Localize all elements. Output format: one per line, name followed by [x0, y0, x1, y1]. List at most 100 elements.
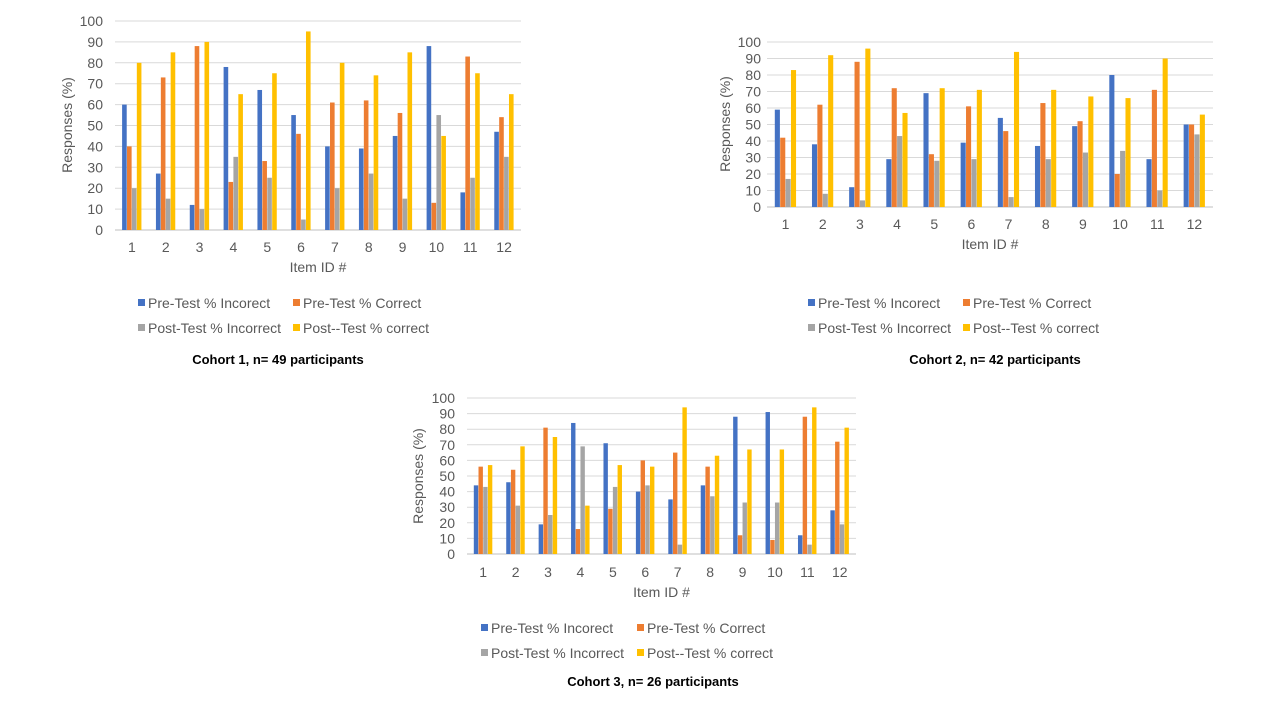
y-tick-label: 70	[439, 437, 455, 453]
bar	[122, 104, 127, 230]
y-tick-label: 100	[80, 13, 104, 29]
x-tick-label: 5	[263, 239, 271, 255]
y-tick-label: 70	[87, 76, 103, 92]
bar	[155, 173, 161, 230]
legend-label: Pre-Test % Correct	[647, 620, 765, 636]
bar	[1003, 131, 1009, 207]
bar	[886, 159, 892, 207]
bar	[765, 412, 770, 554]
bar	[714, 455, 720, 554]
bar	[705, 466, 710, 554]
bar	[971, 159, 977, 207]
legend-entry: Pre-Test % Incorect	[481, 620, 613, 636]
bar	[170, 52, 176, 230]
bar	[1120, 150, 1126, 207]
bar	[785, 178, 791, 207]
legend-entry: Post-Test % Incorrect	[481, 645, 624, 661]
x-axis-title: Item ID #	[962, 236, 1019, 252]
bar	[774, 109, 780, 207]
y-tick-label: 50	[745, 117, 761, 133]
bar	[939, 88, 945, 207]
bar	[426, 46, 432, 230]
bar	[1072, 126, 1078, 207]
y-tick-label: 90	[439, 406, 455, 422]
x-tick-label: 4	[230, 239, 238, 255]
legend-label: Post-Test % Incorrect	[148, 320, 281, 336]
bar	[960, 142, 966, 207]
bar	[668, 499, 673, 554]
y-axis-title: Responses (%)	[59, 77, 75, 173]
bar	[397, 112, 403, 230]
bar	[780, 137, 786, 207]
bar	[136, 62, 142, 230]
bar	[1157, 190, 1163, 207]
y-tick-label: 0	[753, 199, 761, 215]
bar	[835, 441, 840, 554]
bar	[272, 73, 277, 230]
bar	[510, 469, 516, 554]
legend-swatch	[808, 299, 815, 306]
bar	[1183, 124, 1189, 207]
x-tick-label: 5	[930, 216, 938, 232]
y-tick-label: 60	[87, 97, 103, 113]
y-tick-label: 80	[439, 421, 455, 437]
x-tick-label: 6	[968, 216, 976, 232]
bar	[441, 135, 446, 230]
legend-entry: Post-Test % Incorrect	[808, 320, 951, 336]
chart-caption: Cohort 2, n= 42 participants	[909, 352, 1081, 367]
y-tick-label: 30	[745, 150, 761, 166]
bar	[543, 427, 548, 554]
x-tick-label: 9	[739, 564, 747, 580]
y-tick-label: 70	[745, 84, 761, 100]
legend-entry: Pre-Test % Incorect	[138, 295, 270, 311]
y-tick-label: 60	[439, 452, 455, 468]
x-tick-label: 9	[399, 239, 407, 255]
legend-entry: Pre-Test % Correct	[963, 295, 1091, 311]
y-tick-label: 30	[439, 499, 455, 515]
y-tick-label: 20	[87, 180, 103, 196]
x-tick-label: 12	[1187, 216, 1203, 232]
bar	[1199, 114, 1205, 207]
bar	[504, 156, 509, 230]
bar	[515, 505, 521, 554]
x-tick-label: 7	[1005, 216, 1013, 232]
x-tick-label: 4	[577, 564, 585, 580]
bar	[407, 52, 413, 230]
bar	[487, 465, 493, 554]
x-tick-label: 8	[706, 564, 714, 580]
bar	[612, 486, 618, 554]
bar	[552, 437, 558, 554]
bar	[499, 117, 504, 230]
y-tick-label: 40	[439, 484, 455, 500]
x-tick-label: 2	[819, 216, 827, 232]
y-tick-label: 100	[432, 390, 456, 406]
bar	[1114, 174, 1120, 207]
bar	[1008, 197, 1014, 207]
bar	[431, 202, 437, 230]
y-tick-label: 10	[745, 183, 761, 199]
bar	[470, 177, 475, 230]
bar	[1034, 145, 1041, 207]
y-tick-label: 10	[439, 530, 455, 546]
x-tick-label: 8	[365, 239, 373, 255]
legend-swatch	[138, 299, 145, 306]
bar	[854, 61, 860, 207]
legend-label: Post--Test % correct	[647, 645, 773, 661]
bar	[649, 466, 655, 554]
bar	[790, 70, 797, 207]
bar	[817, 104, 823, 207]
bar	[839, 524, 845, 554]
legend-swatch	[138, 324, 145, 331]
bar	[538, 524, 544, 554]
bar	[460, 192, 466, 230]
bar	[700, 485, 706, 554]
bar	[997, 117, 1003, 207]
y-tick-label: 40	[745, 133, 761, 149]
legend-entry: Pre-Test % Incorect	[808, 295, 940, 311]
legend-swatch	[963, 299, 970, 306]
legend-entry: Post-Test % Incorrect	[138, 320, 281, 336]
bar	[891, 88, 897, 207]
bar	[1162, 58, 1168, 207]
bar	[228, 181, 234, 230]
